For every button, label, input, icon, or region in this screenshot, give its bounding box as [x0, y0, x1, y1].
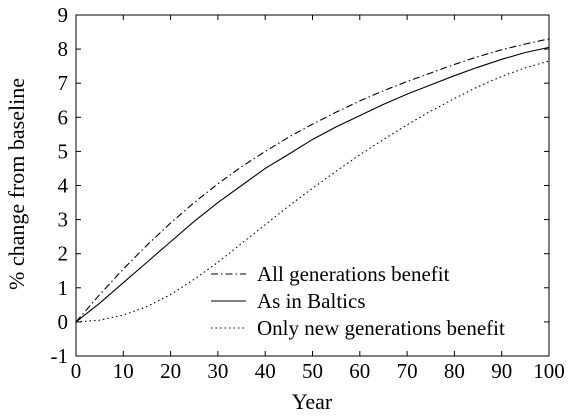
y-tick-label: 1 [58, 276, 69, 300]
legend: All generations benefit As in Baltics Only… [211, 262, 505, 340]
y-tick-label: 5 [58, 139, 69, 163]
y-tick-label: 9 [58, 3, 69, 27]
y-tick-label: 0 [58, 310, 69, 334]
legend-label: Only new generations benefit [257, 316, 505, 340]
y-tick-label: -1 [51, 344, 69, 368]
series-line-1 [75, 38, 550, 323]
legend-label: As in Baltics [257, 289, 366, 313]
y-tick-label: 6 [58, 105, 69, 129]
y-axis: -1 0 1 2 3 4 5 6 7 8 9 [51, 3, 549, 368]
x-axis-title: Year [292, 389, 333, 414]
legend-label: All generations benefit [257, 262, 450, 286]
x-axis: 0 10 20 30 40 50 60 70 80 90 100 [71, 15, 565, 383]
x-tick-label: 100 [533, 359, 565, 383]
y-tick-label: 2 [58, 242, 69, 266]
y-tick-label: 8 [58, 37, 69, 61]
x-tick-label: 70 [397, 359, 418, 383]
x-tick-label: 0 [71, 359, 82, 383]
x-tick-label: 20 [160, 359, 181, 383]
x-tick-label: 90 [491, 359, 512, 383]
x-tick-label: 60 [349, 359, 370, 383]
x-tick-label: 30 [207, 359, 228, 383]
x-tick-label: 10 [113, 359, 134, 383]
series-line-2 [75, 46, 550, 323]
x-tick-label: 80 [444, 359, 465, 383]
y-tick-label: 3 [58, 208, 69, 232]
y-tick-label: 4 [58, 174, 69, 198]
series-line-3 [75, 60, 550, 323]
x-tick-label: 50 [302, 359, 323, 383]
x-tick-label: 40 [255, 359, 276, 383]
y-axis-title: % change from baseline [4, 78, 29, 290]
series-layer [75, 38, 550, 323]
y-tick-label: 7 [58, 71, 69, 95]
